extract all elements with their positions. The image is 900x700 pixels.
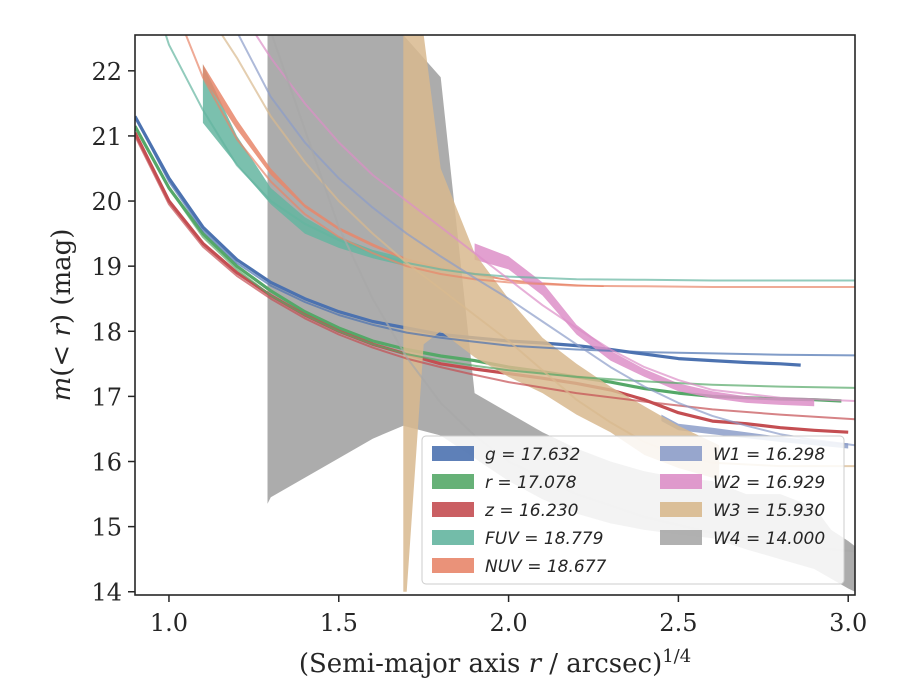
model-curves xyxy=(135,35,855,553)
uncertainty-bands xyxy=(135,35,855,592)
legend-label-w1: W1 = 16.298 xyxy=(713,445,825,465)
x-tick-label: 1.5 xyxy=(320,609,358,637)
legend-label-w3: W3 = 15.930 xyxy=(713,501,825,521)
y-tick-label: 22 xyxy=(91,58,122,86)
band-w3 xyxy=(403,35,720,592)
legend-label-fuv: FUV = 18.779 xyxy=(485,529,603,549)
x-tick-label: 1.0 xyxy=(150,609,188,637)
y-tick-label: 16 xyxy=(91,449,122,477)
model-nuv xyxy=(184,35,855,288)
band-w2 xyxy=(474,243,815,407)
y-tick-label: 15 xyxy=(91,514,122,542)
legend-label-w2: W2 = 16.929 xyxy=(713,473,825,493)
model-g xyxy=(135,115,855,357)
legend-swatch-g xyxy=(432,446,474,461)
legend-swatch-w3 xyxy=(660,502,702,517)
y-tick-label: 18 xyxy=(91,318,122,346)
legend-box xyxy=(421,435,845,585)
legend-label-g: g = 17.632 xyxy=(485,445,580,465)
plot-frame xyxy=(134,34,856,596)
model-w1 xyxy=(237,35,855,447)
legend-swatch-w4 xyxy=(660,530,702,545)
legend-label-r: r = 17.078 xyxy=(485,473,577,493)
legend-swatch-w2 xyxy=(660,474,702,489)
x-tick-label: 3.0 xyxy=(829,609,867,637)
y-tick-label: 21 xyxy=(91,123,122,151)
legend-swatch-w1 xyxy=(660,446,702,461)
legend-label-w4: W4 = 14.000 xyxy=(713,529,825,549)
model-r xyxy=(135,125,855,389)
band-fuv xyxy=(202,64,407,267)
y-axis: 14 15 16 17 18 19 20 21 22 xyxy=(91,58,135,607)
legend-label-z: z = 16.230 xyxy=(484,501,578,521)
legend: g = 17.632 r = 17.078 z = 16.230 FUV = 18.7… xyxy=(421,435,845,585)
y-tick-label: 20 xyxy=(91,188,122,216)
y-tick-label: 17 xyxy=(91,383,122,411)
y-tick-label: 14 xyxy=(91,579,122,607)
x-axis-label: (Semi-major axis r / arcsec)1/4 xyxy=(299,646,691,679)
model-w2 xyxy=(254,35,855,402)
legend-swatch-nuv xyxy=(432,558,474,573)
x-tick-label: 2.5 xyxy=(659,609,697,637)
legend-swatch-z xyxy=(432,502,474,517)
legend-swatch-fuv xyxy=(432,530,474,545)
x-axis: 1.0 1.5 2.0 2.5 3.0 xyxy=(150,595,867,637)
y-axis-label: m(< r) (mag) xyxy=(47,229,77,402)
legend-label-nuv: NUV = 18.677 xyxy=(485,557,607,577)
legend-swatch-r xyxy=(432,474,474,489)
x-tick-label: 2.0 xyxy=(489,609,527,637)
y-tick-label: 19 xyxy=(91,253,122,281)
band-z xyxy=(135,131,849,434)
